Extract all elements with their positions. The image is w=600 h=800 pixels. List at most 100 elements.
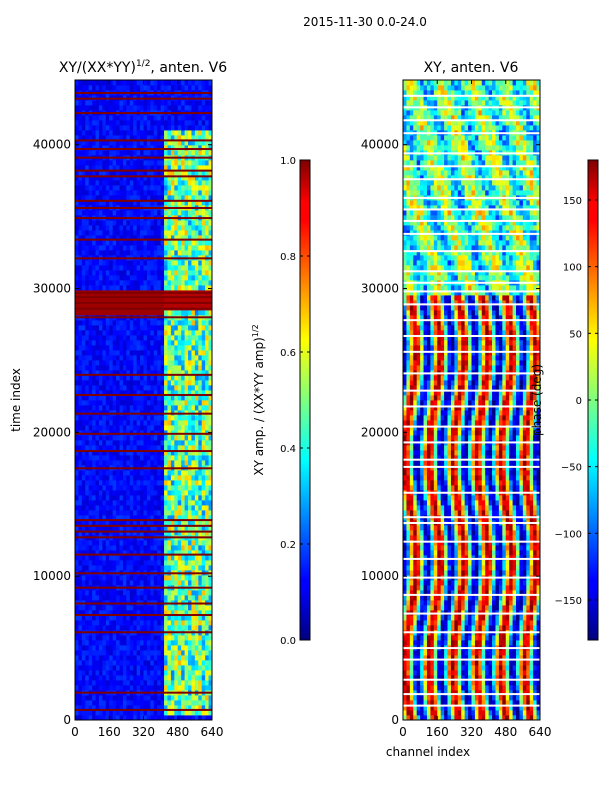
heatmap-cell	[136, 615, 141, 621]
heatmap-cell	[133, 680, 138, 686]
heatmap-cell	[109, 150, 114, 156]
heatmap-cell	[85, 145, 90, 151]
heatmap-cell	[164, 715, 168, 720]
heatmap-cell	[170, 130, 175, 136]
heatmap-cell	[122, 175, 127, 181]
heatmap-cell	[98, 365, 103, 371]
heatmap-cell	[208, 500, 212, 506]
heatmap-cell	[181, 210, 185, 216]
heatmap-cell	[136, 100, 141, 106]
heatmap-cell	[112, 425, 117, 431]
heatmap-cell	[174, 420, 179, 426]
heatmap-cell	[146, 540, 151, 546]
heatmap-cell	[105, 365, 110, 371]
heatmap-cell	[92, 445, 96, 451]
heatmap-cell	[122, 670, 127, 676]
heatmap-cell	[201, 395, 206, 401]
heatmap-cell	[116, 450, 120, 456]
heatmap-cell	[112, 225, 117, 231]
heatmap-cell	[184, 475, 189, 481]
heatmap-cell	[146, 260, 151, 266]
heatmap-cell	[143, 375, 148, 381]
heatmap-cell	[181, 405, 185, 411]
heatmap-cell	[167, 125, 172, 131]
heatmap-cell	[146, 175, 151, 181]
heatmap-cell	[198, 330, 203, 336]
heatmap-cell	[105, 480, 110, 486]
heatmap-cell	[95, 145, 100, 151]
heatmap-cell	[95, 210, 100, 216]
heatmap-cell	[167, 260, 172, 266]
heatmap-cell	[85, 180, 90, 186]
heatmap-cell	[95, 120, 100, 126]
heatmap-cell	[146, 675, 151, 681]
heatmap-cell	[167, 425, 172, 431]
heatmap-cell	[95, 615, 100, 621]
heatmap-cell	[129, 700, 134, 706]
heatmap-cell	[88, 480, 93, 486]
heatmap-cell	[122, 235, 127, 241]
heatmap-cell	[150, 440, 155, 446]
heatmap-cell	[102, 325, 107, 331]
heatmap-cell	[126, 580, 131, 586]
heatmap-cell	[153, 285, 158, 291]
heatmap-cell	[78, 450, 83, 456]
heatmap-cell	[198, 185, 203, 191]
heatmap-cell	[92, 635, 96, 641]
heatmap-cell	[201, 165, 206, 171]
heatmap-cell	[122, 505, 127, 511]
heatmap-cell	[75, 275, 79, 281]
heatmap-cell	[109, 635, 114, 641]
heatmap-cell	[164, 275, 168, 281]
heatmap-cell	[194, 710, 199, 716]
heatmap-cell	[191, 165, 196, 171]
heatmap-cell	[92, 595, 96, 601]
heatmap-cell	[81, 425, 86, 431]
heatmap-cell	[75, 505, 79, 511]
heatmap-cell	[95, 320, 100, 326]
heatmap-cell	[81, 235, 86, 241]
heatmap-cell	[191, 200, 196, 206]
heatmap-cell	[112, 140, 117, 146]
heatmap-cell	[198, 615, 203, 621]
heatmap-cell	[201, 220, 206, 226]
heatmap-cell	[119, 140, 124, 146]
heatmap-cell	[75, 395, 79, 401]
heatmap-cell	[164, 350, 168, 356]
heatmap-cell	[119, 555, 124, 561]
heatmap-cell	[184, 580, 189, 586]
heatmap-cell	[170, 325, 175, 331]
heatmap-cell	[92, 195, 96, 201]
heatmap-cell	[85, 445, 90, 451]
heatmap-cell	[85, 415, 90, 421]
heatmap-cell	[157, 475, 162, 481]
heatmap-cell	[157, 525, 162, 531]
heatmap-cell	[109, 415, 114, 421]
heatmap-cell	[85, 395, 90, 401]
heatmap-cell	[140, 685, 144, 691]
heatmap-cell	[109, 220, 114, 226]
heatmap-cell	[160, 705, 165, 711]
heatmap-cell	[122, 515, 127, 521]
heatmap-cell	[116, 190, 120, 196]
heatmap-cell	[109, 210, 114, 216]
heatmap-cell	[177, 395, 182, 401]
heatmap-cell	[157, 345, 162, 351]
heatmap-cell	[167, 330, 172, 336]
heatmap-cell	[164, 610, 168, 616]
heatmap-cell	[81, 415, 86, 421]
heatmap-cell	[75, 250, 79, 256]
heatmap-cell	[191, 590, 196, 596]
heatmap-cell	[112, 680, 117, 686]
heatmap-cell	[208, 455, 212, 461]
heatmap-cell	[119, 270, 124, 276]
heatmap-cell	[191, 195, 196, 201]
heatmap-cell	[116, 150, 120, 156]
heatmap-cell	[85, 370, 90, 376]
heatmap-cell	[133, 125, 138, 131]
heatmap-cell	[164, 425, 168, 431]
heatmap-cell	[153, 200, 158, 206]
heatmap-cell	[143, 525, 148, 531]
heatmap-cell	[109, 515, 114, 521]
heatmap-cell	[133, 665, 138, 671]
